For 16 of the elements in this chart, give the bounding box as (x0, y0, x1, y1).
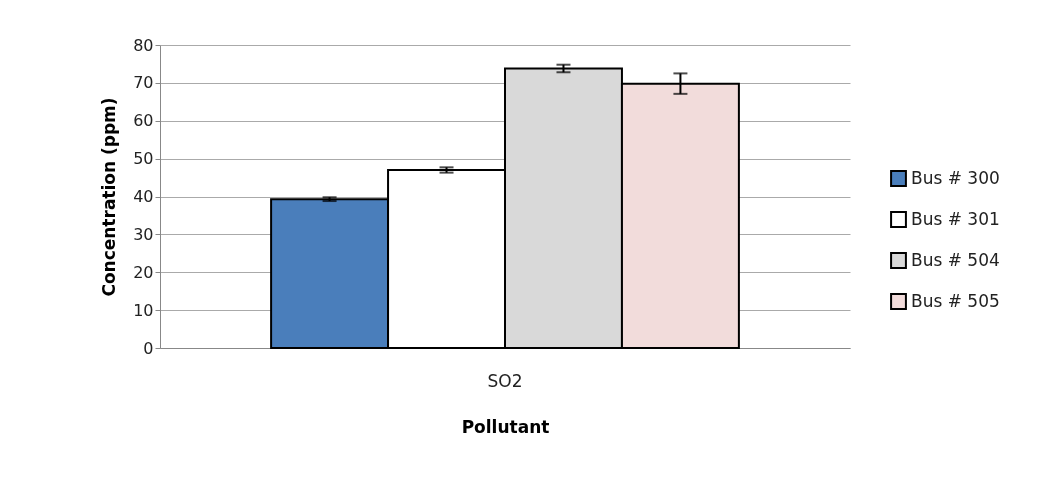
y-tick-label: 20 (133, 262, 154, 282)
legend-label: Bus # 504 (911, 249, 1000, 270)
y-axis-title: Concentration (ppm) (99, 97, 120, 297)
y-tick-label: 50 (133, 149, 154, 169)
y-tick-label: 30 (133, 224, 154, 244)
y-tick-label: 40 (133, 187, 154, 206)
y-tick-label: 10 (133, 300, 154, 320)
y-tick-label: 70 (133, 73, 154, 93)
x-axis-title: Pollutant (461, 416, 550, 437)
legend-label: Bus # 300 (911, 167, 1000, 188)
legend-label: Bus # 301 (911, 208, 1000, 229)
y-tick-label: 0 (143, 338, 154, 358)
x-tick-label: SO2 (487, 370, 523, 391)
y-tick-label: 80 (133, 35, 154, 55)
y-tick-label: 60 (133, 111, 154, 131)
legend-label: Bus # 505 (911, 290, 1000, 311)
